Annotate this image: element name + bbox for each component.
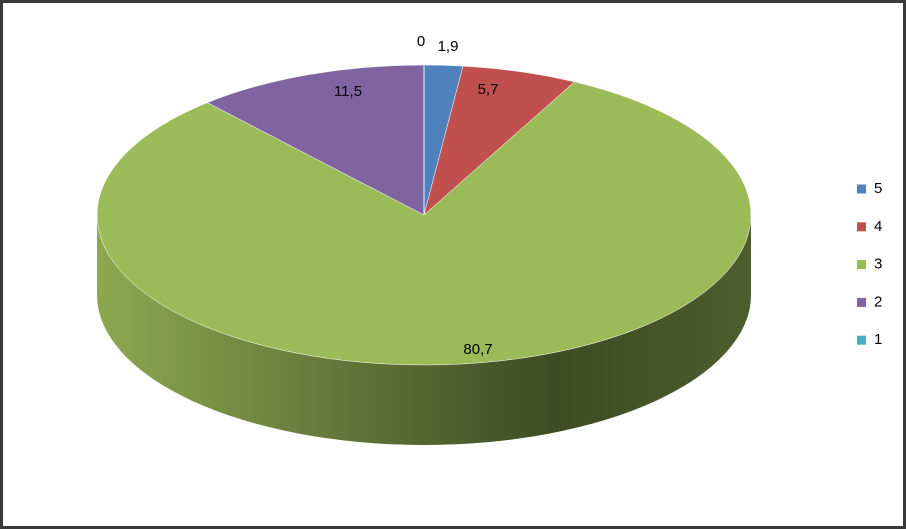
legend-label: 4 [874,218,882,235]
data-label: 5,7 [478,81,499,98]
legend-swatch [857,222,866,232]
legend-swatch [857,335,866,345]
slice [206,64,425,216]
slice [96,81,752,366]
legend-swatch [857,260,866,270]
legend-label: 2 [874,293,882,310]
legend-label: 1 [874,331,882,348]
data-label: 0 [417,33,425,50]
legend-label: 3 [874,256,882,273]
legend-label: 5 [874,180,882,197]
legend-swatch [857,297,866,307]
legend-swatch [857,184,866,194]
slice-side-shade [97,215,751,445]
data-label: 1,9 [438,38,459,55]
data-label: 80,7 [463,341,492,358]
data-label: 11,5 [334,83,362,100]
